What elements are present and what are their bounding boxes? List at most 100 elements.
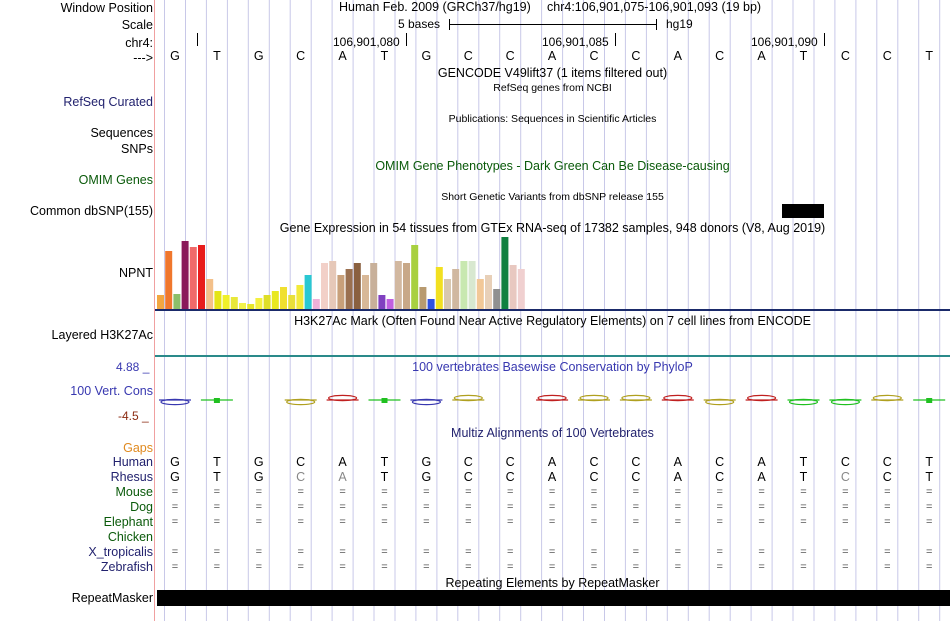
gtex-tissue-bar[interactable] <box>181 241 189 309</box>
alignment-base: = <box>213 546 221 558</box>
ruler-position-3: 106,901,090 <box>751 35 818 49</box>
species-label[interactable]: Elephant <box>103 515 153 529</box>
alignment-base: A <box>338 470 347 484</box>
alignment-base: A <box>547 455 557 469</box>
omim-track-title[interactable]: OMIM Gene Phenotypes - Dark Green Can Be… <box>375 159 730 173</box>
alignment-base: = <box>716 546 723 558</box>
gtex-tissue-bar[interactable] <box>362 275 369 309</box>
npnt-gene-label[interactable]: NPNT <box>118 266 153 280</box>
gtex-tissue-bar[interactable] <box>460 261 468 309</box>
gtex-tissue-bar[interactable] <box>509 265 517 309</box>
gtex-tissue-bar[interactable] <box>239 303 246 309</box>
species-label[interactable]: Dog <box>130 500 153 514</box>
gtex-tissue-bar[interactable] <box>271 291 279 309</box>
sequence-base: C <box>505 49 515 63</box>
gtex-tissue-bar[interactable] <box>296 285 304 309</box>
phylop-max-value: 4.88 _ <box>116 360 150 374</box>
alignment-base: = <box>255 561 263 573</box>
gtex-tissue-bar[interactable] <box>255 298 263 309</box>
gtex-tissue-bar[interactable] <box>435 267 443 309</box>
sequence-base: T <box>799 49 808 63</box>
gtex-tissue-bar[interactable] <box>476 279 484 309</box>
gtex-tissue-bar[interactable] <box>206 279 214 309</box>
label-divider <box>154 0 155 621</box>
gtex-tissue-bar[interactable] <box>165 251 173 309</box>
phylop-glyph <box>829 398 862 406</box>
gtex-tissue-bar[interactable] <box>337 275 345 309</box>
gtex-tissue-bar[interactable] <box>517 269 525 309</box>
gtex-tissue-bar[interactable] <box>501 237 509 309</box>
short-variants-track-title[interactable]: Short Genetic Variants from dbSNP releas… <box>441 191 664 203</box>
layered-h3k27ac-label[interactable]: Layered H3K27Ac <box>51 328 153 342</box>
phylop-glyph <box>787 398 820 406</box>
alignment-base: T <box>380 455 389 469</box>
gtex-tissue-bar[interactable] <box>230 297 238 309</box>
gtex-tissue-bar[interactable] <box>452 269 460 309</box>
publications-track-title[interactable]: Publications: Sequences in Scientific Ar… <box>448 113 657 125</box>
repeatmasker-track-title[interactable]: Repeating Elements by RepeatMasker <box>445 576 660 590</box>
snps-label[interactable]: SNPs <box>121 142 153 156</box>
alignment-base: = <box>925 516 933 528</box>
gtex-tissue-bar[interactable] <box>198 245 205 309</box>
gtex-tissue-bar[interactable] <box>189 247 197 309</box>
gtex-tissue-bar[interactable] <box>222 295 230 309</box>
gtex-tissue-bar[interactable] <box>288 295 296 309</box>
alignment-base: C <box>715 455 725 469</box>
gtex-expression-chart[interactable] <box>155 236 535 309</box>
alignment-base: G <box>170 455 180 469</box>
repeatmasker-feature[interactable] <box>157 590 950 606</box>
gtex-tissue-bar[interactable] <box>280 287 287 309</box>
gtex-tissue-bar[interactable] <box>468 261 476 309</box>
alignment-base: = <box>590 486 598 498</box>
h3k27ac-track-title[interactable]: H3K27Ac Mark (Often Found Near Active Re… <box>294 314 811 328</box>
alignment-base: = <box>590 546 598 558</box>
common-dbsnp-label[interactable]: Common dbSNP(155) <box>30 204 153 218</box>
gtex-tissue-bar[interactable] <box>312 299 320 309</box>
gtex-tissue-bar[interactable] <box>419 287 427 309</box>
gtex-tissue-bar[interactable] <box>411 245 419 309</box>
refseq-track-title[interactable]: RefSeq genes from NCBI <box>493 82 612 94</box>
dbsnp-variant-feature[interactable] <box>782 204 824 218</box>
phylop-vert-cons-label[interactable]: 100 Vert. Cons <box>70 384 153 398</box>
gtex-tissue-bar[interactable] <box>353 263 361 309</box>
gtex-tissue-bar[interactable] <box>345 269 353 309</box>
gtex-tissue-bar[interactable] <box>444 279 451 309</box>
gtex-track-title[interactable]: Gene Expression in 54 tissues from GTEx … <box>279 221 826 235</box>
alignment-base: T <box>799 455 808 469</box>
gtex-tissue-bar[interactable] <box>370 263 378 309</box>
species-label[interactable]: Mouse <box>115 485 153 499</box>
multiz-track-title[interactable]: Multiz Alignments of 100 Vertebrates <box>451 426 654 440</box>
sequences-label[interactable]: Sequences <box>90 126 153 140</box>
gencode-track-title[interactable]: GENCODE V49lift37 (1 items filtered out) <box>437 66 668 80</box>
phylop-track-title[interactable]: 100 vertebrates Basewise Conservation by… <box>412 360 693 374</box>
gtex-tissue-bar[interactable] <box>378 295 386 309</box>
gtex-tissue-bar[interactable] <box>304 275 312 309</box>
gtex-tissue-bar[interactable] <box>394 261 402 309</box>
species-label[interactable]: Chicken <box>107 530 153 544</box>
alignment-base: = <box>800 546 807 558</box>
gtex-tissue-bar[interactable] <box>329 261 337 309</box>
gtex-tissue-bar[interactable] <box>173 294 181 309</box>
gtex-tissue-bar[interactable] <box>321 263 328 309</box>
gtex-tissue-bar[interactable] <box>493 289 501 309</box>
gtex-tissue-bar[interactable] <box>214 291 222 309</box>
species-label[interactable]: Human <box>112 455 153 469</box>
gtex-tissue-bar[interactable] <box>386 299 394 309</box>
alignment-base: T <box>213 470 221 484</box>
omim-genes-label[interactable]: OMIM Genes <box>78 173 153 187</box>
species-label[interactable]: Zebrafish <box>100 560 153 574</box>
gtex-tissue-bar[interactable] <box>247 304 255 309</box>
alignment-base: = <box>381 486 388 498</box>
gtex-tissue-bar[interactable] <box>263 295 271 309</box>
gtex-tissue-bar[interactable] <box>157 295 164 309</box>
alignment-base: = <box>674 546 682 558</box>
repeatmasker-label[interactable]: RepeatMasker <box>71 591 153 605</box>
gtex-tissue-bar[interactable] <box>485 275 492 309</box>
species-label[interactable]: Rhesus <box>110 470 153 484</box>
alignment-base: = <box>674 516 682 528</box>
species-label[interactable]: X_tropicalis <box>88 545 153 559</box>
gtex-tissue-bar[interactable] <box>427 299 435 309</box>
gaps-label[interactable]: Gaps <box>123 441 153 455</box>
refseq-curated-label[interactable]: RefSeq Curated <box>63 95 153 109</box>
gtex-tissue-bar[interactable] <box>403 263 410 309</box>
